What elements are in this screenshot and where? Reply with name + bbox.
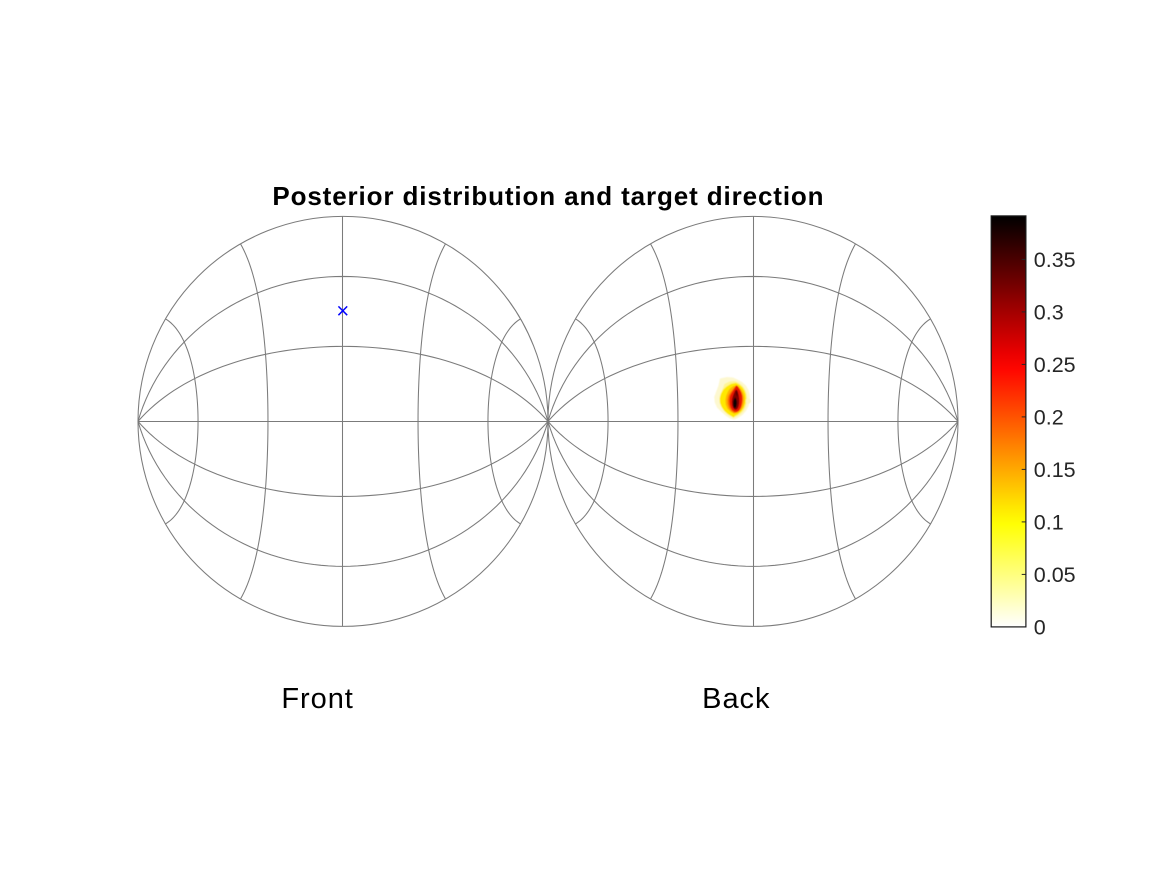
svg-text:0.1: 0.1	[1034, 511, 1064, 535]
svg-text:Back: Back	[702, 683, 770, 715]
svg-text:0.15: 0.15	[1034, 458, 1076, 482]
svg-text:0.2: 0.2	[1034, 406, 1064, 430]
svg-text:0: 0	[1034, 616, 1046, 640]
svg-text:0.35: 0.35	[1034, 248, 1076, 272]
svg-text:Posterior distribution and tar: Posterior distribution and target direct…	[272, 181, 824, 211]
svg-text:Front: Front	[281, 683, 353, 715]
svg-text:0.3: 0.3	[1034, 301, 1064, 325]
svg-text:0.25: 0.25	[1034, 353, 1076, 377]
svg-text:0.05: 0.05	[1034, 563, 1076, 587]
